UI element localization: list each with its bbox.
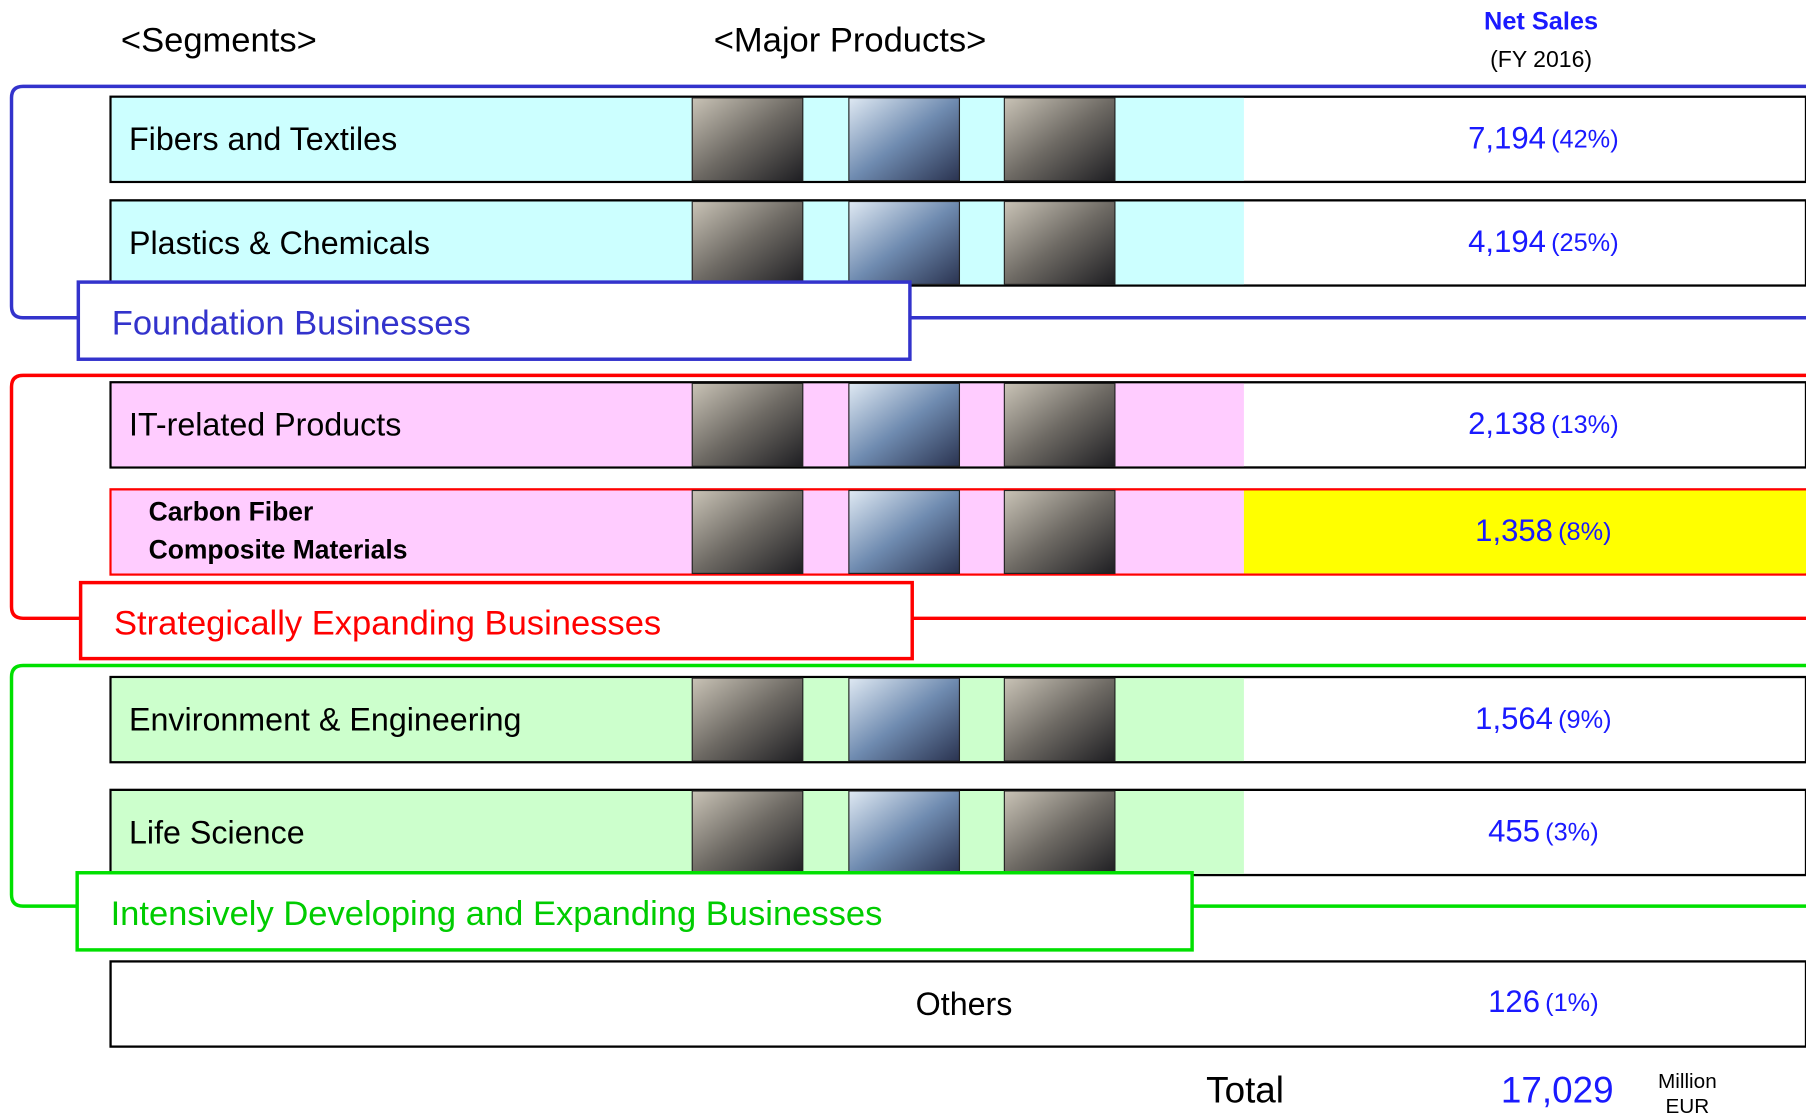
net-sales: 126 (1%): [1488, 984, 1598, 1019]
sales-share: (8%): [1558, 518, 1611, 546]
product-image: [848, 489, 961, 574]
product-image: [848, 677, 961, 762]
segment-name: Plastics & Chemicals: [129, 225, 430, 261]
sales-share: (9%): [1558, 705, 1611, 733]
segment-name: Carbon Fiber: [149, 497, 314, 527]
net-sales: 455 (3%): [1488, 814, 1598, 849]
sales-value: 1,358: [1475, 513, 1553, 548]
group-label-box: [78, 580, 914, 661]
sales-share: (25%): [1551, 229, 1619, 257]
group-label: Foundation Businesses: [112, 304, 471, 342]
others-name: Others: [916, 986, 1013, 1022]
group-label-box: [75, 871, 1194, 952]
segment-name: Composite Materials: [149, 535, 408, 565]
group-label: Intensively Developing and Expanding Bus…: [111, 895, 883, 933]
segments-header: <Segments>: [121, 22, 317, 60]
product-image: [1003, 200, 1116, 285]
sales-value: 126: [1488, 984, 1540, 1019]
product-image: [1003, 489, 1116, 574]
segment-name: Environment & Engineering: [129, 701, 521, 737]
product-image: [1003, 790, 1116, 875]
group-label-box: [76, 280, 912, 361]
sales-value: 455: [1488, 814, 1540, 849]
product-image: [691, 200, 804, 285]
product-image: [848, 97, 961, 182]
product-image: [691, 677, 804, 762]
net-sales-header: Net Sales: [1484, 8, 1598, 36]
net-sales: 4,194 (25%): [1468, 224, 1618, 259]
sales-share: (3%): [1545, 818, 1598, 846]
total-value: 17,029: [1501, 1069, 1614, 1110]
segment-name: IT-related Products: [129, 407, 401, 443]
segment-name: Fibers and Textiles: [129, 121, 397, 157]
segment-name: Life Science: [129, 814, 305, 850]
sales-share: (42%): [1551, 125, 1619, 153]
product-image: [848, 382, 961, 467]
total-label: Total: [1206, 1069, 1284, 1110]
sales-share: (1%): [1545, 989, 1598, 1017]
sales-value: 4,194: [1468, 224, 1546, 259]
product-image: [691, 489, 804, 574]
highlight: [1243, 490, 1806, 574]
net-sales: 2,138 (13%): [1468, 406, 1618, 441]
group-bracket: [9, 373, 1806, 621]
product-image: [1003, 382, 1116, 467]
net-sales: 1,564 (9%): [1475, 701, 1611, 736]
period-header: (FY 2016): [1490, 46, 1592, 72]
product-image: [848, 790, 961, 875]
group-label: Strategically Expanding Businesses: [114, 604, 661, 642]
group-bracket: [9, 84, 1806, 320]
total-unit: Million: [1658, 1070, 1717, 1093]
product-image: [691, 382, 804, 467]
product-image: [1003, 97, 1116, 182]
group-bracket: [9, 663, 1806, 908]
product-image: [691, 790, 804, 875]
product-image: [848, 200, 961, 285]
sales-share: (13%): [1551, 411, 1619, 439]
product-image: [691, 97, 804, 182]
sales-value: 2,138: [1468, 406, 1546, 441]
total-unit: EUR: [1665, 1095, 1709, 1118]
net-sales: 7,194 (42%): [1468, 121, 1618, 156]
products-header: <Major Products>: [714, 22, 987, 60]
product-image: [1003, 677, 1116, 762]
sales-value: 1,564: [1475, 701, 1553, 736]
net-sales: 1,358 (8%): [1475, 513, 1611, 548]
sales-value: 7,194: [1468, 121, 1546, 156]
